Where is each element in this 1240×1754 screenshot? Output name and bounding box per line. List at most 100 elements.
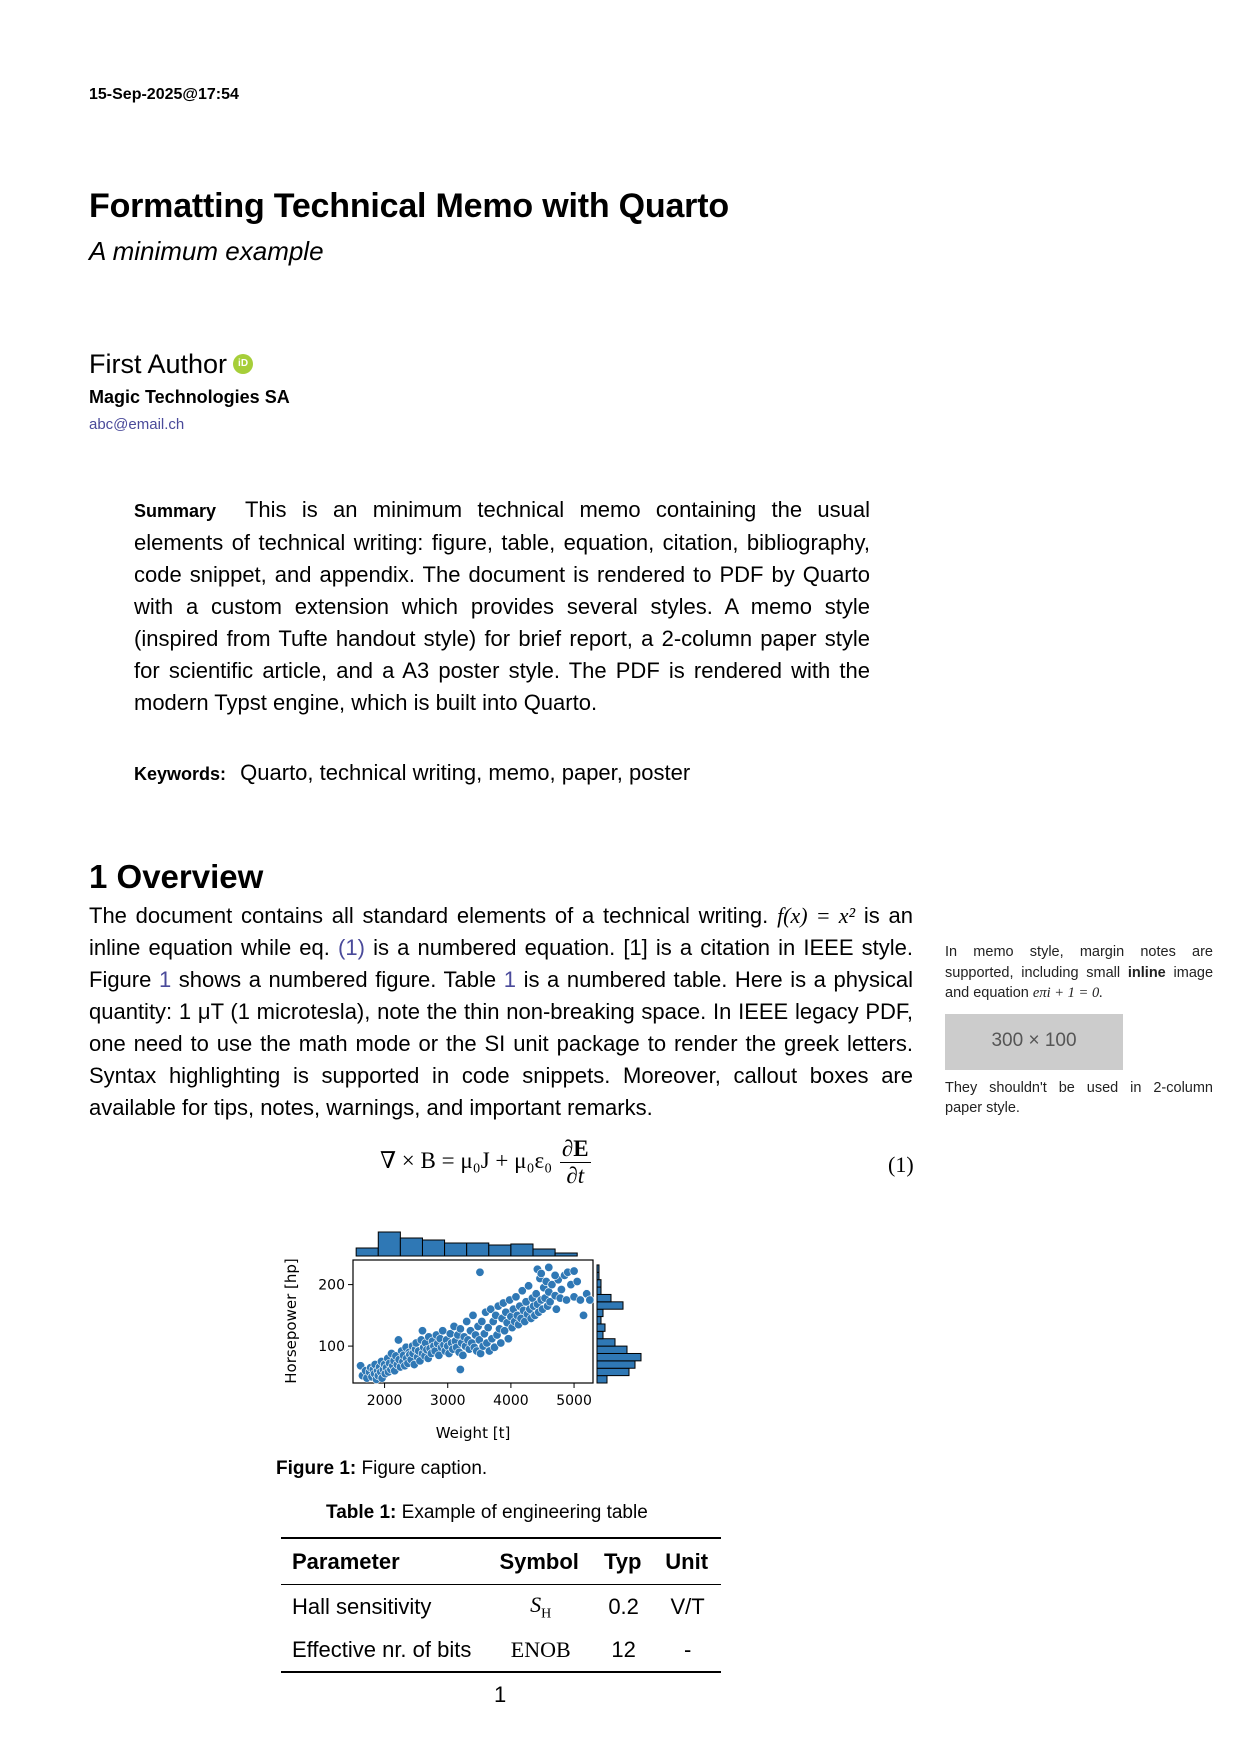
numbered-equation: ∇ × B = μ₀J + μ₀ε₀ ∂E ∂t [380, 1136, 591, 1189]
top-hist-bar [510, 1243, 534, 1257]
data-point [496, 1338, 506, 1348]
data-point [569, 1266, 579, 1276]
top-histogram [355, 1231, 578, 1257]
plot-frame [352, 1259, 594, 1384]
body-paragraph: The document contains all standard eleme… [89, 900, 913, 1124]
data-point [561, 1295, 571, 1305]
data-point [579, 1310, 589, 1320]
orcid-icon[interactable]: iD [233, 353, 254, 374]
right-histogram [596, 1264, 642, 1384]
data-point [438, 1326, 448, 1336]
top-hist-bar [421, 1239, 446, 1257]
right-hist-bar [596, 1293, 612, 1303]
data-point [445, 1329, 455, 1339]
data-point [489, 1342, 499, 1352]
top-hist-bar [444, 1242, 468, 1257]
y-tick-label: 100 [318, 1339, 345, 1355]
table-header-row: Parameter Symbol Typ Unit [281, 1537, 721, 1585]
symbol-subscript: H [541, 1606, 552, 1622]
top-hist-bar [532, 1248, 556, 1257]
data-point [434, 1350, 444, 1360]
inline-equation: f(x) = x² [777, 903, 856, 928]
data-point [517, 1286, 527, 1296]
author-name: First Author [89, 349, 228, 379]
data-point [547, 1280, 557, 1290]
margin-text-2: image and equation [945, 964, 1214, 1002]
table-ref-link[interactable]: 1 [503, 967, 516, 992]
body-text-4: shows a numbered figure. Table [178, 967, 497, 992]
author-affiliation: Magic Technologies SA [89, 387, 290, 407]
margin-note-footer: They shouldn't be used in 2-column paper… [945, 1079, 1213, 1117]
cell-typ: 12 [592, 1630, 655, 1674]
author-name-line: First Author iD [89, 349, 254, 380]
data-point [550, 1270, 560, 1280]
figure-label: Figure 1: [276, 1458, 357, 1479]
table-caption: Table 1: Example of engineering table [326, 1502, 648, 1524]
equation-fraction: ∂E ∂t [559, 1136, 591, 1189]
document-subtitle: A minimum example [89, 236, 324, 266]
x-tick-label: 5000 [556, 1393, 592, 1409]
right-hist-bar [596, 1330, 604, 1340]
keywords-label: Keywords: [134, 764, 227, 784]
data-point [393, 1335, 403, 1345]
data-point [536, 1269, 546, 1279]
summary-label: Summary [134, 501, 217, 521]
equation-number: (1) [888, 1152, 914, 1177]
right-hist-bar [596, 1316, 602, 1325]
margin-bold-word: inline [1127, 964, 1166, 981]
data-point [483, 1323, 493, 1333]
data-point [455, 1324, 465, 1334]
data-point [475, 1267, 485, 1277]
margin-text-1: In memo style, margin notes are supporte… [945, 944, 1213, 981]
figure-ref-link[interactable]: 1 [158, 967, 172, 992]
cell-symbol: ENOB [488, 1630, 593, 1674]
margin-note-text: In memo style, margin notes are supporte… [945, 942, 1213, 1004]
data-point [545, 1297, 555, 1307]
keywords-block: Keywords: Quarto, technical writing, mem… [134, 760, 690, 786]
author-email-link[interactable]: abc@email.ch [89, 416, 185, 433]
x-tick-label: 3000 [430, 1393, 466, 1409]
body-text-3: is a numbered equation. [1] is a citatio… [89, 935, 913, 992]
equation-denominator: ∂t [566, 1163, 585, 1188]
data-point [524, 1281, 534, 1291]
table-caption-text: Example of engineering table [401, 1502, 648, 1523]
x-axis-label: Weight [t] [436, 1424, 511, 1442]
header-typ: Typ [592, 1537, 655, 1585]
right-hist-bar [596, 1360, 636, 1369]
right-hist-bar [596, 1301, 624, 1310]
equation-lhs: ∇ × B = μ₀J + μ₀ε₀ [380, 1147, 553, 1173]
right-hist-bar [596, 1375, 608, 1384]
placeholder-image: 300 × 100 [945, 1013, 1123, 1070]
keywords-text: Quarto, technical writing, memo, paper, … [240, 760, 691, 785]
data-point [458, 1350, 468, 1360]
y-ticks: 100 200 [318, 1278, 353, 1355]
table-label: Table 1: [326, 1502, 397, 1523]
engineering-table: Parameter Symbol Typ Unit Hall sensitivi… [281, 1537, 721, 1674]
page-number: 1 [494, 1682, 507, 1707]
right-hist-bar [596, 1338, 616, 1347]
data-point [544, 1262, 554, 1272]
top-hist-bar [399, 1237, 423, 1257]
y-tick-label: 200 [318, 1278, 345, 1294]
data-point [455, 1364, 465, 1374]
right-hist-bar [596, 1323, 606, 1332]
equation-numerator: ∂E [559, 1136, 591, 1163]
data-point [572, 1277, 582, 1287]
data-point [551, 1304, 561, 1314]
header-symbol: Symbol [488, 1537, 593, 1585]
right-hist-bar [596, 1271, 600, 1281]
data-point [417, 1326, 427, 1336]
summary-block: Summary This is an minimum technical mem… [134, 494, 870, 719]
equation-ref-link[interactable]: (1) [338, 935, 365, 960]
top-hist-bar [554, 1252, 578, 1257]
x-tick-label: 2000 [367, 1393, 403, 1409]
top-hist-bar [466, 1242, 490, 1257]
section-heading: 1 Overview [89, 858, 264, 895]
figure-caption: Figure 1: Figure caption. [276, 1458, 487, 1480]
scatter-chart: 2000 3000 4000 5000 100 200 Weight [t] Horse… [282, 1231, 642, 1442]
right-hist-bar [596, 1308, 604, 1318]
right-hist-bar [596, 1345, 628, 1354]
date-stamp: 15-Sep-2025@17:54 [89, 86, 239, 103]
right-hist-bar [596, 1352, 642, 1362]
body-text-1: The document contains all standard eleme… [89, 903, 769, 928]
